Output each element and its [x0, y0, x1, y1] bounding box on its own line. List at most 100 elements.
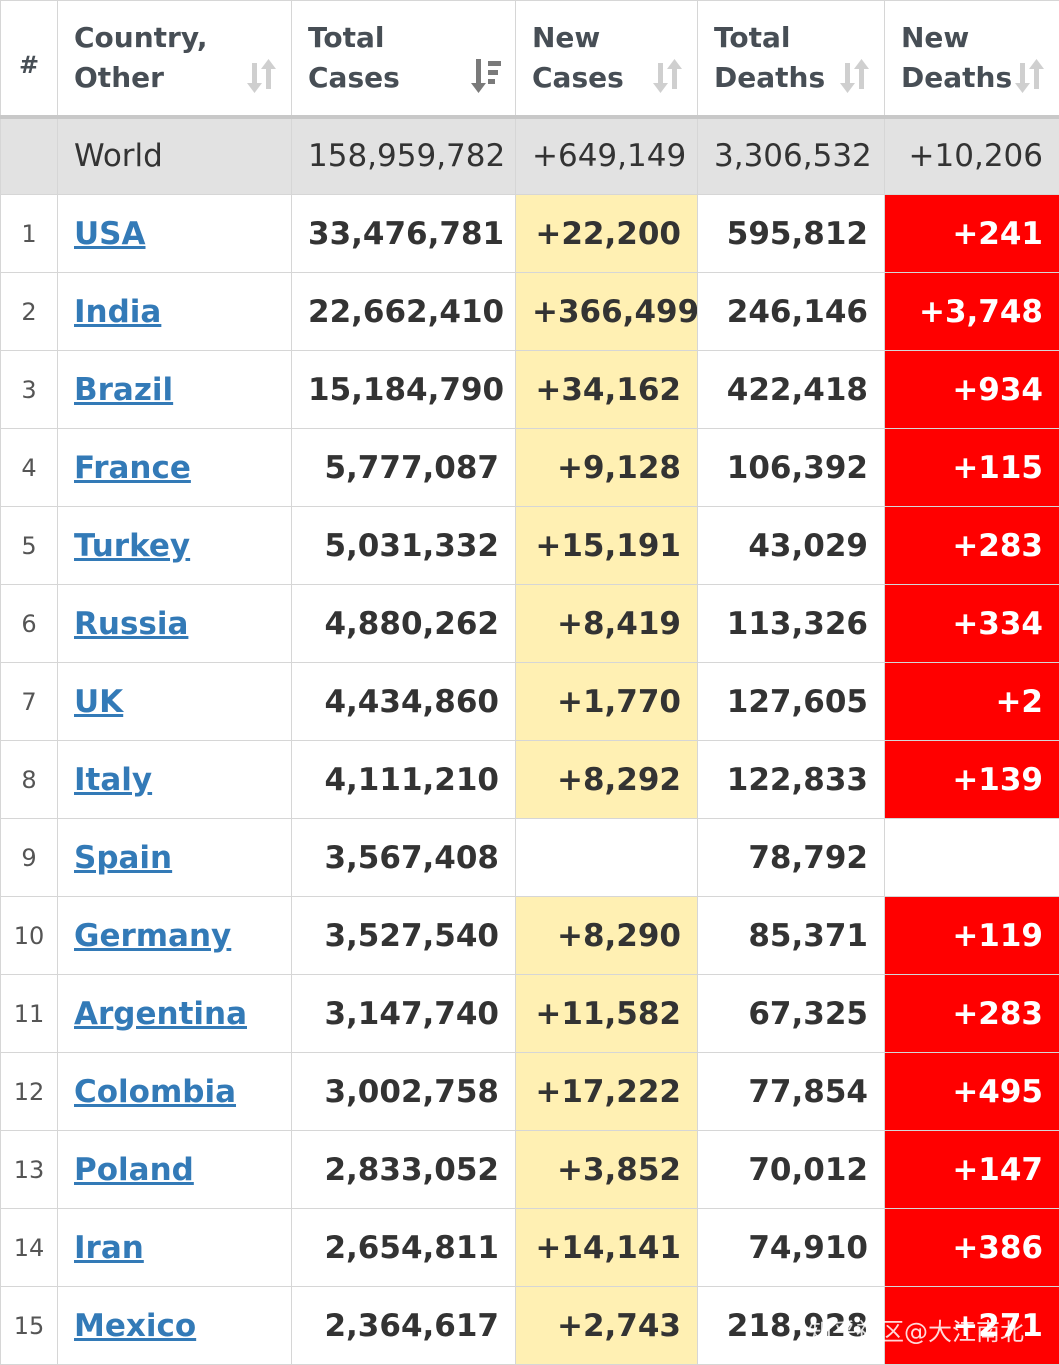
country-link[interactable]: Poland [74, 1152, 194, 1188]
watermark: 知乎社区@大江南北 [808, 1312, 1024, 1347]
country-link[interactable]: Italy [74, 762, 152, 798]
sort-updown-icon[interactable] [247, 59, 277, 93]
row-country: Germany [58, 897, 292, 975]
row-total-deaths: 246,146 [698, 273, 885, 351]
country-link[interactable]: Germany [74, 918, 231, 954]
row-total-cases: 4,880,262 [292, 585, 516, 663]
row-total-deaths: 127,605 [698, 663, 885, 741]
header-total-cases[interactable]: Total Cases [292, 1, 516, 117]
row-total-cases: 4,434,860 [292, 663, 516, 741]
row-country: Turkey [58, 507, 292, 585]
header-new-cases[interactable]: New Cases [516, 1, 698, 117]
world-new-cases: +649,149 [516, 117, 698, 195]
row-new-deaths: +241 [885, 195, 1059, 273]
row-new-deaths: +934 [885, 351, 1059, 429]
country-link[interactable]: Colombia [74, 1074, 236, 1110]
header-new-deaths[interactable]: New Deaths [885, 1, 1059, 117]
row-total-deaths: 85,371 [698, 897, 885, 975]
row-total-deaths: 78,792 [698, 819, 885, 897]
row-country: Russia [58, 585, 292, 663]
row-total-cases: 2,833,052 [292, 1131, 516, 1209]
sort-updown-icon[interactable] [653, 59, 683, 93]
header-country[interactable]: Country, Other [58, 1, 292, 117]
country-link[interactable]: USA [74, 216, 146, 252]
row-total-deaths: 43,029 [698, 507, 885, 585]
country-link[interactable]: Brazil [74, 372, 173, 408]
row-index: 7 [1, 663, 58, 741]
row-new-deaths: +3,748 [885, 273, 1059, 351]
country-link[interactable]: Russia [74, 606, 188, 642]
row-total-cases: 15,184,790 [292, 351, 516, 429]
row-new-cases [516, 819, 698, 897]
row-new-deaths [885, 819, 1059, 897]
row-new-cases: +3,852 [516, 1131, 698, 1209]
row-total-cases: 33,476,781 [292, 195, 516, 273]
country-link[interactable]: France [74, 450, 191, 486]
country-link[interactable]: Mexico [74, 1308, 196, 1344]
row-new-cases: +2,743 [516, 1287, 698, 1365]
row-index: 12 [1, 1053, 58, 1131]
row-total-deaths: 106,392 [698, 429, 885, 507]
header-total-cases-line1: Total [308, 18, 499, 58]
header-total-deaths[interactable]: Total Deaths [698, 1, 885, 117]
row-new-deaths: +119 [885, 897, 1059, 975]
row-index: 13 [1, 1131, 58, 1209]
sort-updown-icon[interactable] [840, 59, 870, 93]
row-country: Brazil [58, 351, 292, 429]
row-country: Colombia [58, 1053, 292, 1131]
row-index: 1 [1, 195, 58, 273]
row-total-deaths: 67,325 [698, 975, 885, 1053]
world-total-cases: 158,959,782 [292, 117, 516, 195]
country-link[interactable]: India [74, 294, 161, 330]
row-total-cases: 2,654,811 [292, 1209, 516, 1287]
row-country: USA [58, 195, 292, 273]
row-country: France [58, 429, 292, 507]
row-new-deaths: +115 [885, 429, 1059, 507]
row-total-deaths: 122,833 [698, 741, 885, 819]
row-new-deaths: +139 [885, 741, 1059, 819]
header-total-deaths-line1: Total [714, 18, 868, 58]
row-new-cases: +34,162 [516, 351, 698, 429]
row-total-deaths: 70,012 [698, 1131, 885, 1209]
row-total-cases: 5,777,087 [292, 429, 516, 507]
country-link[interactable]: Turkey [74, 528, 190, 564]
header-new-cases-line1: New [532, 18, 681, 58]
country-link[interactable]: Spain [74, 840, 172, 876]
row-index: 8 [1, 741, 58, 819]
row-new-deaths: +283 [885, 975, 1059, 1053]
sort-desc-icon[interactable] [471, 59, 501, 93]
row-total-deaths: 595,812 [698, 195, 885, 273]
row-new-cases: +366,499 [516, 273, 698, 351]
row-new-cases: +8,290 [516, 897, 698, 975]
country-link[interactable]: Argentina [74, 996, 247, 1032]
row-country: UK [58, 663, 292, 741]
row-index: 9 [1, 819, 58, 897]
row-total-deaths: 77,854 [698, 1053, 885, 1131]
row-new-cases: +8,292 [516, 741, 698, 819]
country-link[interactable]: Iran [74, 1230, 144, 1266]
world-idx [1, 117, 58, 195]
header-num[interactable]: # [1, 1, 58, 117]
row-index: 6 [1, 585, 58, 663]
sort-updown-icon[interactable] [1015, 59, 1045, 93]
row-new-cases: +17,222 [516, 1053, 698, 1131]
row-new-cases: +9,128 [516, 429, 698, 507]
world-row: World 158,959,782 +649,149 3,306,532 +10… [1, 117, 1059, 195]
row-total-cases: 22,662,410 [292, 273, 516, 351]
row-country: Iran [58, 1209, 292, 1287]
row-country: India [58, 273, 292, 351]
row-new-cases: +8,419 [516, 585, 698, 663]
country-link[interactable]: UK [74, 684, 123, 720]
row-total-cases: 2,364,617 [292, 1287, 516, 1365]
row-index: 14 [1, 1209, 58, 1287]
row-new-cases: +11,582 [516, 975, 698, 1053]
row-new-deaths: +495 [885, 1053, 1059, 1131]
row-index: 4 [1, 429, 58, 507]
row-new-cases: +1,770 [516, 663, 698, 741]
